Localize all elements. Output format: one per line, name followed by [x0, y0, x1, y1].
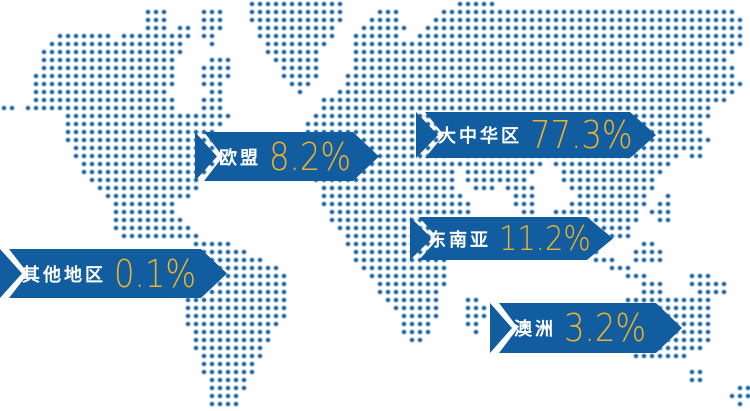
region-label: 澳洲	[514, 319, 556, 340]
banner-arrow-ribbon	[204, 132, 379, 181]
region-label: 大中华区	[438, 126, 522, 147]
region-label: 其他地区	[22, 264, 106, 286]
region-value: 11.2%	[499, 218, 591, 259]
region-value: 77.3%	[530, 113, 633, 157]
banner-arrow-ribbon	[425, 112, 656, 158]
banner-arrow-ribbon	[419, 217, 613, 260]
region-banner-australia: 澳洲 3.2%	[490, 303, 682, 353]
region-label: 东南亚	[428, 229, 491, 251]
region-value: 3.2%	[564, 306, 647, 350]
region-banner-eu: 欧盟 8.2%	[195, 132, 379, 181]
banner-arrow-ribbon	[9, 249, 227, 298]
banner-arrow-ribbon	[499, 303, 682, 353]
region-banner-southeast-asia: 东南亚 11.2%	[410, 217, 613, 260]
region-value: 8.2%	[269, 134, 352, 179]
region-banner-greater-china: 大中华区 77.3%	[416, 112, 656, 158]
region-banner-other-regions: 其他地区 0.1%	[0, 249, 227, 298]
region-label: 欧盟	[219, 147, 261, 169]
region-value: 0.1%	[114, 251, 197, 296]
